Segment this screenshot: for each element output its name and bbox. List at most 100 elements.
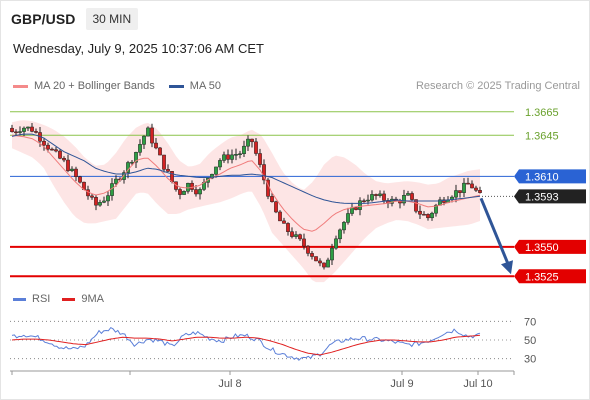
timeframe-badge[interactable]: 30 MIN bbox=[85, 8, 139, 30]
candle-up bbox=[214, 166, 218, 175]
rsi-panel: 70 50 30 bbox=[10, 316, 536, 366]
candle-down bbox=[254, 141, 258, 154]
candle-up bbox=[334, 238, 338, 249]
candle-up bbox=[222, 154, 226, 161]
ma50-line bbox=[11, 133, 481, 204]
moving-averages-layer bbox=[11, 133, 481, 232]
candle-up bbox=[330, 247, 334, 261]
bollinger-layer bbox=[12, 120, 480, 283]
legend-label-9ma: 9MA bbox=[81, 293, 104, 305]
candle-up bbox=[370, 194, 374, 201]
candle-down bbox=[94, 197, 98, 206]
currency-pair: GBP/USD bbox=[11, 11, 76, 27]
candle-down bbox=[226, 154, 230, 160]
legend-item-9ma: 9MA bbox=[62, 293, 104, 305]
candle-down bbox=[190, 182, 194, 190]
candle-up bbox=[378, 193, 382, 196]
candle-up bbox=[102, 200, 106, 203]
forecast-arrow-head bbox=[501, 260, 513, 275]
candle-up bbox=[146, 127, 150, 137]
legend-swatch-ma50 bbox=[168, 84, 184, 88]
candle-up bbox=[358, 200, 362, 210]
price-levels-layer bbox=[10, 111, 514, 278]
candle-up bbox=[182, 191, 186, 195]
candle-up bbox=[406, 193, 410, 196]
legend-swatch-rsi bbox=[13, 297, 26, 301]
candle-up bbox=[234, 154, 238, 156]
candle-up bbox=[338, 229, 342, 240]
candle-down bbox=[298, 234, 302, 240]
candle-up bbox=[294, 234, 298, 237]
candle-down bbox=[170, 171, 174, 183]
level-label-1.3550: 1.3550 bbox=[525, 242, 559, 254]
x-tick-label: Jul 9 bbox=[390, 378, 413, 390]
candle-down bbox=[54, 149, 58, 152]
ma20-line bbox=[11, 134, 481, 232]
candle-down bbox=[46, 144, 50, 150]
candle-up bbox=[22, 127, 26, 132]
candle-up bbox=[230, 154, 234, 160]
candle-down bbox=[14, 131, 18, 134]
candle-up bbox=[186, 182, 190, 192]
candle-down bbox=[278, 211, 282, 222]
candle-down bbox=[30, 126, 34, 132]
candle-up bbox=[26, 126, 30, 129]
candle-down bbox=[74, 168, 78, 177]
candle-up bbox=[218, 160, 222, 168]
candle-up bbox=[402, 195, 406, 204]
candle-down bbox=[314, 256, 318, 262]
candle-down bbox=[62, 158, 66, 161]
candle-up bbox=[346, 213, 350, 223]
candle-down bbox=[66, 159, 70, 171]
legend-label-ma20: MA 20 + Bollinger Bands bbox=[34, 80, 155, 92]
level-label-1.3665: 1.3665 bbox=[525, 107, 559, 119]
x-axis: Jul 8 Jul 9 Jul 10 bbox=[10, 370, 515, 390]
rsi-line bbox=[11, 326, 481, 361]
candle-up bbox=[342, 222, 346, 231]
candle-up bbox=[238, 153, 242, 155]
legend-item-ma50: MA 50 bbox=[168, 80, 221, 92]
candle-down bbox=[286, 223, 290, 232]
candle-up bbox=[242, 145, 246, 154]
candle-down bbox=[426, 214, 430, 219]
candle-up bbox=[106, 195, 110, 202]
level-tag-1.3610 bbox=[514, 169, 586, 184]
candle-down bbox=[410, 193, 414, 200]
candle-up bbox=[114, 178, 118, 184]
candle-down bbox=[162, 154, 166, 170]
legend-swatch-9ma bbox=[62, 297, 76, 301]
candle-down bbox=[262, 164, 266, 181]
candle-up bbox=[130, 161, 134, 164]
candle-down bbox=[418, 210, 422, 215]
candle-up bbox=[198, 189, 202, 195]
candle-down bbox=[258, 153, 262, 165]
candle-down bbox=[382, 193, 386, 201]
candle-down bbox=[270, 196, 274, 202]
candle-up bbox=[462, 182, 466, 193]
candle-down bbox=[414, 199, 418, 212]
candle-up bbox=[350, 207, 354, 214]
legend-item-ma20: MA 20 + Bollinger Bands bbox=[13, 80, 155, 92]
candle-up bbox=[430, 212, 434, 219]
chart-header: GBP/USD 30 MIN bbox=[11, 8, 139, 30]
candle-down bbox=[310, 253, 314, 257]
candle-up bbox=[434, 204, 438, 214]
price-legend: MA 20 + Bollinger Bands MA 50 bbox=[13, 80, 235, 92]
candle-down bbox=[250, 138, 254, 143]
candle-down bbox=[158, 147, 162, 156]
candle-down bbox=[166, 169, 170, 172]
candle-up bbox=[246, 138, 250, 147]
candle-down bbox=[458, 190, 462, 193]
candle-down bbox=[42, 140, 46, 146]
candle-down bbox=[290, 231, 294, 237]
candle-down bbox=[150, 127, 154, 144]
candle-down bbox=[58, 150, 62, 159]
legend-swatch-ma20 bbox=[13, 84, 28, 88]
candle-down bbox=[322, 262, 326, 268]
price-tags-layer: 1.3665 1.3645 1.3610 1.3550 1.3525 1.3593 bbox=[479, 107, 586, 284]
candle-down bbox=[282, 220, 286, 224]
candle-down bbox=[354, 207, 358, 210]
level-label-1.3645: 1.3645 bbox=[525, 130, 559, 142]
chart-datetime: Wednesday, July 9, 2025 10:37:06 AM CET bbox=[13, 41, 264, 56]
